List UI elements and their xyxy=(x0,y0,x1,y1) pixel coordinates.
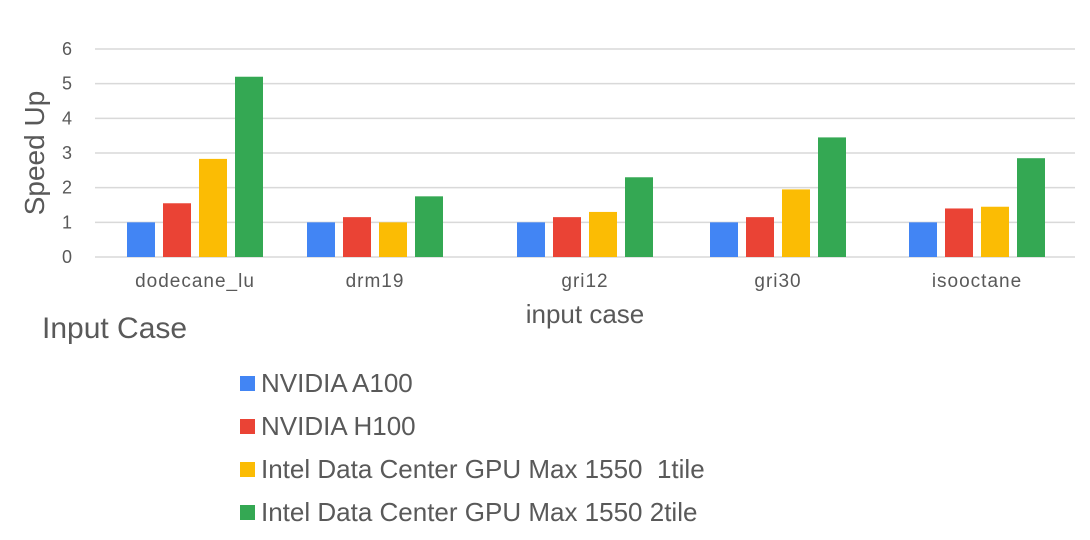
bar xyxy=(782,189,810,257)
x-category-label: drm19 xyxy=(346,271,405,292)
bar xyxy=(517,222,545,257)
bar xyxy=(981,206,1009,257)
x-axis-categories: dodecane_lu drm19 gri12 gri30 isooctane xyxy=(135,271,1022,292)
bar xyxy=(379,222,407,257)
bars xyxy=(127,76,1045,257)
bar xyxy=(589,211,617,257)
x-category-label: isooctane xyxy=(932,271,1022,292)
bar xyxy=(710,222,738,257)
y-tick-label: 5 xyxy=(62,74,72,94)
bar xyxy=(307,222,335,257)
legend-label: NVIDIA H100 xyxy=(261,411,416,441)
legend-swatch-icon xyxy=(240,462,255,477)
x-category-label: dodecane_lu xyxy=(135,271,255,292)
y-tick-label: 1 xyxy=(62,212,72,232)
y-tick-label: 6 xyxy=(62,39,72,59)
legend-item: NVIDIA H100 xyxy=(240,405,705,448)
legend-label: Intel Data Center GPU Max 1550 2tile xyxy=(261,497,698,527)
bar xyxy=(199,158,227,257)
legend-item: NVIDIA A100 xyxy=(240,362,705,405)
y-tick-label: 3 xyxy=(62,143,72,163)
bar xyxy=(163,203,191,257)
y-tick-label: 0 xyxy=(62,247,72,267)
legend-label: NVIDIA A100 xyxy=(261,368,413,398)
legend: NVIDIA A100 NVIDIA H100 Intel Data Center … xyxy=(240,362,705,534)
bar xyxy=(235,76,263,257)
bar xyxy=(746,217,774,257)
bar xyxy=(415,196,443,257)
legend-item: Intel Data Center GPU Max 1550 1tile xyxy=(240,448,705,491)
bar xyxy=(818,137,846,257)
legend-swatch-icon xyxy=(240,376,255,391)
y-axis-label: Speed Up xyxy=(19,91,50,216)
bar xyxy=(553,217,581,257)
input-case-label: Input Case xyxy=(42,312,188,345)
x-category-label: gri12 xyxy=(561,271,608,292)
legend-label: Intel Data Center GPU Max 1550 1tile xyxy=(261,454,705,484)
y-tick-label: 4 xyxy=(62,108,72,128)
bar xyxy=(343,217,371,257)
y-axis-ticks: 0 1 2 3 4 5 6 xyxy=(62,39,72,267)
legend-swatch-icon xyxy=(240,505,255,520)
bar xyxy=(625,177,653,257)
y-tick-label: 2 xyxy=(62,178,72,198)
x-axis-label: input case xyxy=(526,299,645,329)
bar xyxy=(909,222,937,257)
bar xyxy=(945,208,973,257)
legend-swatch-icon xyxy=(240,419,255,434)
bar xyxy=(127,222,155,257)
x-category-label: gri30 xyxy=(754,271,801,292)
bar xyxy=(1017,158,1045,257)
legend-item: Intel Data Center GPU Max 1550 2tile xyxy=(240,491,705,534)
